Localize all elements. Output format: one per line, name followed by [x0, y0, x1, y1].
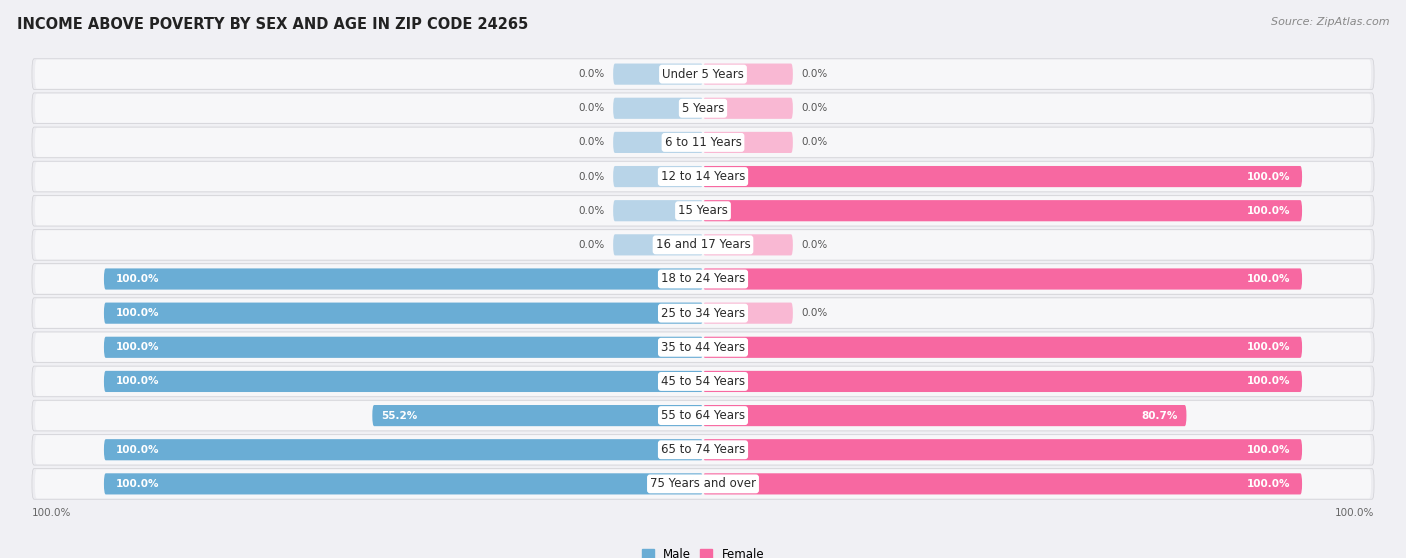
Legend: Male, Female: Male, Female	[641, 549, 765, 558]
Text: 0.0%: 0.0%	[801, 103, 828, 113]
FancyBboxPatch shape	[35, 401, 1371, 430]
Text: 55.2%: 55.2%	[381, 411, 418, 421]
Text: 100.0%: 100.0%	[32, 508, 72, 518]
Text: 100.0%: 100.0%	[115, 377, 159, 387]
FancyBboxPatch shape	[613, 64, 703, 85]
FancyBboxPatch shape	[104, 473, 703, 494]
Text: 100.0%: 100.0%	[1247, 171, 1291, 181]
FancyBboxPatch shape	[35, 60, 1371, 89]
FancyBboxPatch shape	[703, 234, 793, 256]
Text: 100.0%: 100.0%	[115, 445, 159, 455]
FancyBboxPatch shape	[703, 166, 1302, 187]
FancyBboxPatch shape	[32, 195, 1374, 226]
Text: 65 to 74 Years: 65 to 74 Years	[661, 443, 745, 456]
FancyBboxPatch shape	[35, 162, 1371, 191]
FancyBboxPatch shape	[613, 166, 703, 187]
Text: 100.0%: 100.0%	[1247, 445, 1291, 455]
Text: 35 to 44 Years: 35 to 44 Years	[661, 341, 745, 354]
Text: 100.0%: 100.0%	[115, 479, 159, 489]
Text: 5 Years: 5 Years	[682, 102, 724, 115]
Text: 75 Years and over: 75 Years and over	[650, 478, 756, 490]
Text: 12 to 14 Years: 12 to 14 Years	[661, 170, 745, 183]
FancyBboxPatch shape	[703, 302, 793, 324]
Text: 100.0%: 100.0%	[1247, 342, 1291, 352]
Text: Under 5 Years: Under 5 Years	[662, 68, 744, 80]
Text: 80.7%: 80.7%	[1142, 411, 1177, 421]
FancyBboxPatch shape	[703, 200, 1302, 222]
FancyBboxPatch shape	[35, 230, 1371, 259]
FancyBboxPatch shape	[613, 98, 703, 119]
Text: 16 and 17 Years: 16 and 17 Years	[655, 238, 751, 251]
FancyBboxPatch shape	[35, 333, 1371, 362]
Text: 0.0%: 0.0%	[578, 206, 605, 216]
FancyBboxPatch shape	[104, 371, 703, 392]
Text: 0.0%: 0.0%	[578, 69, 605, 79]
FancyBboxPatch shape	[703, 268, 1302, 290]
FancyBboxPatch shape	[703, 473, 1302, 494]
FancyBboxPatch shape	[613, 234, 703, 256]
FancyBboxPatch shape	[32, 332, 1374, 363]
FancyBboxPatch shape	[35, 196, 1371, 225]
FancyBboxPatch shape	[35, 128, 1371, 157]
FancyBboxPatch shape	[703, 98, 793, 119]
FancyBboxPatch shape	[32, 59, 1374, 89]
Text: 15 Years: 15 Years	[678, 204, 728, 217]
Text: 100.0%: 100.0%	[1334, 508, 1374, 518]
FancyBboxPatch shape	[32, 400, 1374, 431]
FancyBboxPatch shape	[703, 439, 1302, 460]
FancyBboxPatch shape	[35, 367, 1371, 396]
FancyBboxPatch shape	[703, 64, 793, 85]
Text: 0.0%: 0.0%	[578, 171, 605, 181]
Text: 100.0%: 100.0%	[115, 342, 159, 352]
FancyBboxPatch shape	[703, 371, 1302, 392]
Text: 0.0%: 0.0%	[578, 103, 605, 113]
Text: 25 to 34 Years: 25 to 34 Years	[661, 307, 745, 320]
FancyBboxPatch shape	[703, 405, 1187, 426]
Text: 6 to 11 Years: 6 to 11 Years	[665, 136, 741, 149]
Text: INCOME ABOVE POVERTY BY SEX AND AGE IN ZIP CODE 24265: INCOME ABOVE POVERTY BY SEX AND AGE IN Z…	[17, 17, 529, 32]
Text: 100.0%: 100.0%	[1247, 274, 1291, 284]
Text: 100.0%: 100.0%	[1247, 479, 1291, 489]
FancyBboxPatch shape	[35, 435, 1371, 464]
Text: 100.0%: 100.0%	[115, 308, 159, 318]
FancyBboxPatch shape	[35, 264, 1371, 294]
FancyBboxPatch shape	[613, 200, 703, 222]
Text: 0.0%: 0.0%	[801, 308, 828, 318]
Text: 45 to 54 Years: 45 to 54 Years	[661, 375, 745, 388]
FancyBboxPatch shape	[32, 127, 1374, 158]
Text: 100.0%: 100.0%	[1247, 206, 1291, 216]
Text: 0.0%: 0.0%	[801, 69, 828, 79]
FancyBboxPatch shape	[32, 366, 1374, 397]
Text: 0.0%: 0.0%	[801, 240, 828, 250]
FancyBboxPatch shape	[32, 229, 1374, 260]
Text: 55 to 64 Years: 55 to 64 Years	[661, 409, 745, 422]
FancyBboxPatch shape	[35, 469, 1371, 498]
FancyBboxPatch shape	[32, 93, 1374, 124]
FancyBboxPatch shape	[104, 439, 703, 460]
FancyBboxPatch shape	[32, 263, 1374, 295]
FancyBboxPatch shape	[373, 405, 703, 426]
Text: 18 to 24 Years: 18 to 24 Years	[661, 272, 745, 286]
FancyBboxPatch shape	[104, 302, 703, 324]
Text: 0.0%: 0.0%	[801, 137, 828, 147]
FancyBboxPatch shape	[35, 299, 1371, 328]
Text: 100.0%: 100.0%	[115, 274, 159, 284]
FancyBboxPatch shape	[104, 268, 703, 290]
FancyBboxPatch shape	[32, 469, 1374, 499]
FancyBboxPatch shape	[104, 336, 703, 358]
FancyBboxPatch shape	[703, 132, 793, 153]
Text: 0.0%: 0.0%	[578, 240, 605, 250]
FancyBboxPatch shape	[703, 336, 1302, 358]
FancyBboxPatch shape	[32, 161, 1374, 192]
FancyBboxPatch shape	[613, 132, 703, 153]
Text: Source: ZipAtlas.com: Source: ZipAtlas.com	[1271, 17, 1389, 27]
FancyBboxPatch shape	[32, 298, 1374, 329]
FancyBboxPatch shape	[35, 94, 1371, 123]
Text: 0.0%: 0.0%	[578, 137, 605, 147]
Text: 100.0%: 100.0%	[1247, 377, 1291, 387]
FancyBboxPatch shape	[32, 434, 1374, 465]
